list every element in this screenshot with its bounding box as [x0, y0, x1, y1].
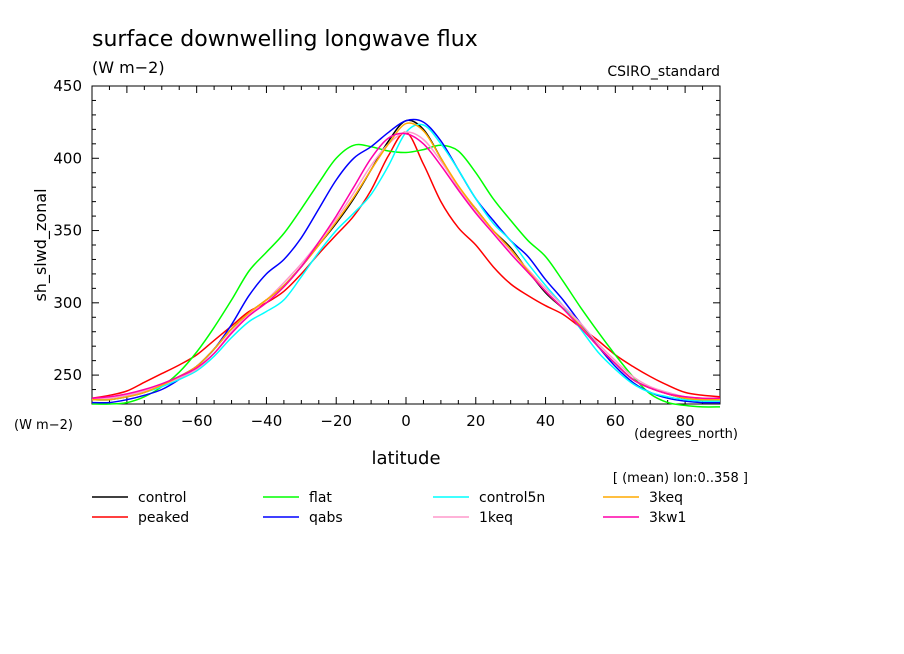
x-tick-label: −80 — [111, 412, 143, 430]
axis-ticks: −80 −60 −40 −20 0 20 40 60 80 250 300 350 400 450 — [53, 77, 721, 430]
y-tick-label: 300 — [53, 294, 82, 312]
y-tick-label: 250 — [53, 366, 82, 384]
chart-title: surface downwelling longwave flux — [92, 27, 478, 52]
legend-label-control5n: control5n — [479, 490, 545, 506]
legend-label-1keq: 1keq — [479, 510, 513, 526]
y-tick-label: 400 — [53, 149, 82, 167]
x-axis-label: latitude — [371, 448, 440, 469]
legend-label-flat: flat — [309, 490, 332, 506]
averaging-note: [ (mean) lon:0..358 ] — [613, 471, 748, 486]
legend-label-control: control — [138, 490, 187, 506]
y-axis-label: sh_slwd_zonal — [31, 188, 51, 301]
chart-units: (W m−2) — [92, 58, 165, 77]
y-axis-units: (W m−2) — [14, 418, 73, 433]
series-line-flat — [91, 143, 721, 408]
dataset-label: CSIRO_standard — [607, 64, 720, 80]
y-tick-label: 350 — [53, 222, 82, 240]
x-tick-label: 20 — [466, 412, 485, 430]
y-tick-label: 450 — [53, 77, 82, 95]
series-line-control — [91, 119, 721, 401]
series-line-peaked — [91, 131, 721, 399]
series-line-3keq — [91, 122, 721, 401]
x-tick-label: −20 — [320, 412, 352, 430]
x-tick-label: 40 — [536, 412, 555, 430]
series-line-3kw1 — [91, 132, 721, 400]
series-line-1keq — [91, 131, 721, 400]
x-axis-units: (degrees_north) — [634, 427, 738, 442]
legend-label-qabs: qabs — [309, 510, 343, 526]
series-line-control5n — [91, 123, 721, 402]
series-lines — [91, 118, 721, 408]
legend-label-3kw1: 3kw1 — [649, 510, 686, 526]
x-tick-label: 0 — [401, 412, 411, 430]
legend-label-3keq: 3keq — [649, 490, 683, 506]
x-tick-label: 80 — [676, 412, 695, 430]
x-tick-label: −60 — [181, 412, 213, 430]
series-line-qabs — [91, 118, 721, 404]
legend: control peaked flat qabs control5n 1keq 3keq 3k… — [92, 490, 686, 526]
legend-label-peaked: peaked — [138, 510, 189, 526]
x-tick-label: 60 — [606, 412, 625, 430]
x-tick-label: −40 — [251, 412, 283, 430]
